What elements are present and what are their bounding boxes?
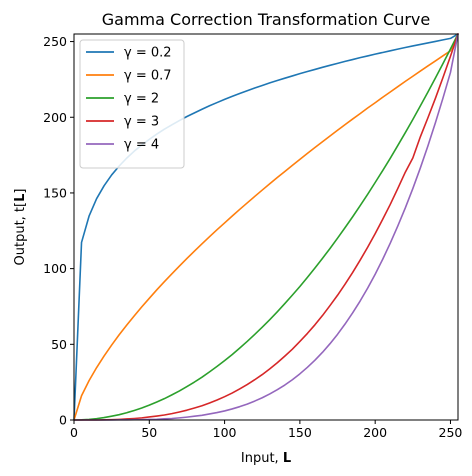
legend-frame <box>79 39 185 169</box>
x-tick-label: 200 <box>363 425 387 440</box>
x-tick-label: 150 <box>288 425 312 440</box>
x-tick-label: 250 <box>439 425 463 440</box>
legend-label: γ = 4 <box>124 138 159 153</box>
y-tick-label: 150 <box>43 185 67 200</box>
legend-label: γ = 2 <box>124 92 159 107</box>
plot-frame <box>73 33 459 421</box>
y-axis-label: Output, t[L] <box>13 189 28 266</box>
y-axis-label-suffix: ] <box>13 189 28 194</box>
y-tick-label: 0 <box>59 413 67 428</box>
y-axis: 0 50 100 150 200 250 <box>43 34 74 428</box>
x-axis-label: Input, L <box>241 451 291 466</box>
y-tick-label: 250 <box>43 34 67 49</box>
legend-label: γ = 0.7 <box>124 69 172 84</box>
y-axis-label-prefix: Output, t[ <box>13 202 28 266</box>
legend: γ = 0.2 γ = 0.7 γ = 2 γ = 3 γ = 4 <box>79 39 185 169</box>
x-tick-label: 100 <box>213 425 237 440</box>
series-line-gamma-2 <box>73 33 459 421</box>
y-tick-label: 50 <box>51 337 67 352</box>
x-axis-label-bold: L <box>283 451 291 466</box>
x-axis-label-prefix: Input, <box>241 451 283 466</box>
y-tick-label: 200 <box>43 110 67 125</box>
legend-label: γ = 0.2 <box>124 46 172 61</box>
series-line-gamma-0-7 <box>73 33 459 421</box>
x-tick-label: 0 <box>70 425 78 440</box>
legend-label: γ = 3 <box>124 115 159 130</box>
y-tick-label: 100 <box>43 261 67 276</box>
chart-title: Gamma Correction Transformation Curve <box>102 10 430 29</box>
x-axis: 0 50 100 150 200 250 <box>70 420 462 440</box>
series-line-gamma-3 <box>73 33 459 421</box>
x-tick-label: 50 <box>141 425 157 440</box>
y-axis-label-bold: L <box>13 194 28 202</box>
